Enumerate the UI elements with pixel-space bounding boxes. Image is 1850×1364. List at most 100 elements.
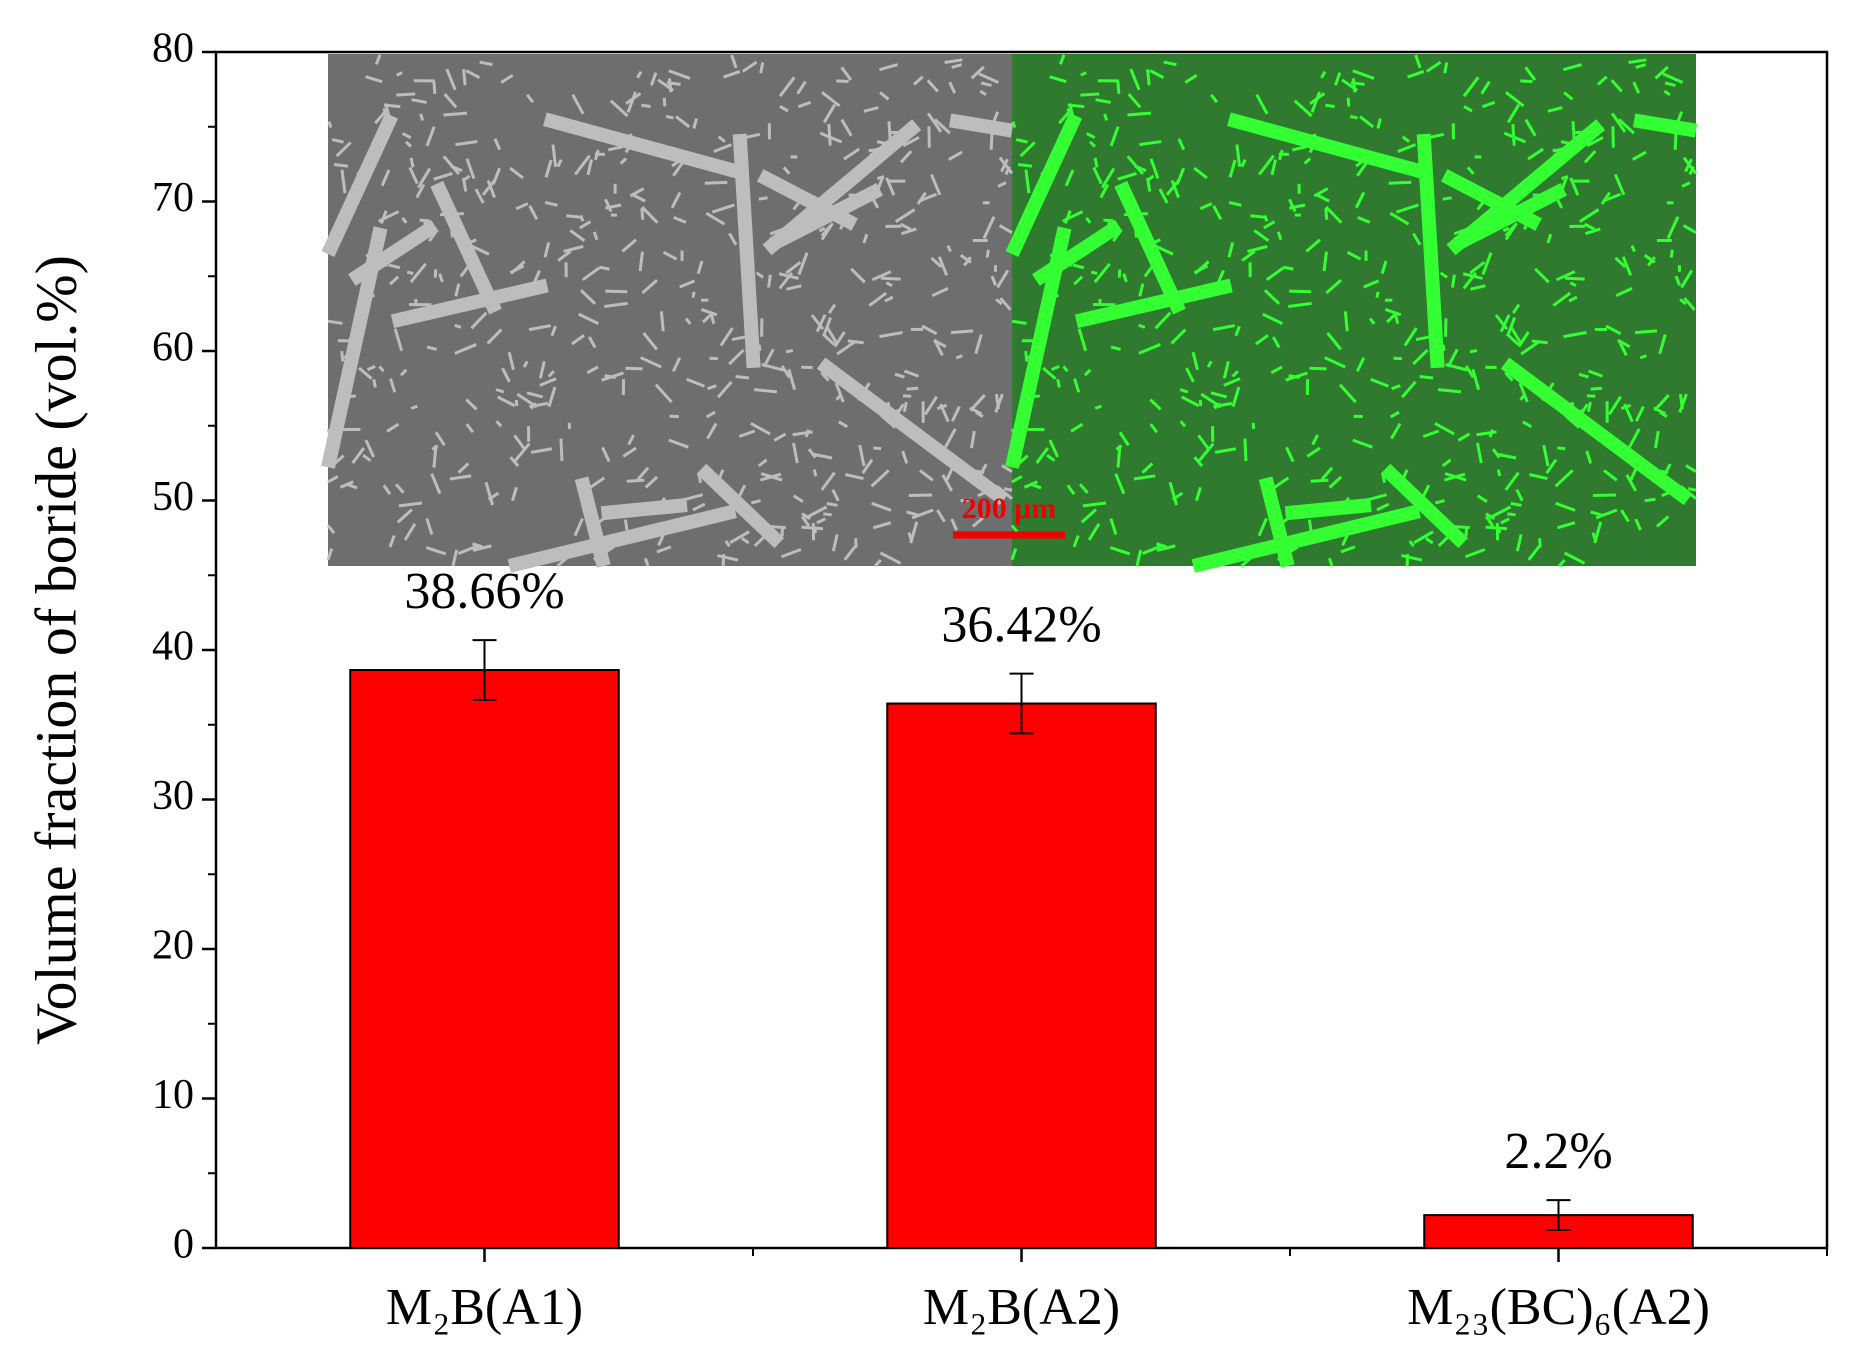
texture	[1199, 202, 1213, 211]
texture	[569, 229, 586, 242]
texture	[931, 287, 949, 298]
texture	[728, 232, 738, 246]
texture	[1518, 382, 1529, 403]
value-label: 38.66%	[404, 563, 564, 620]
texture	[1070, 422, 1084, 433]
texture	[462, 177, 468, 192]
texture	[1630, 244, 1636, 253]
texture	[1078, 483, 1089, 494]
texture	[989, 132, 994, 150]
texture	[1547, 106, 1563, 113]
texture	[879, 551, 902, 565]
texture	[1212, 324, 1236, 332]
texture	[787, 368, 797, 391]
texture	[1149, 423, 1159, 434]
texture	[380, 210, 388, 224]
texture	[827, 303, 837, 314]
texture	[1303, 157, 1312, 165]
texture	[372, 379, 377, 388]
needle	[1258, 476, 1295, 568]
texture	[657, 78, 675, 92]
texture	[433, 171, 453, 181]
texture	[916, 191, 927, 205]
texture	[1356, 160, 1369, 177]
texture	[1679, 298, 1687, 306]
texture	[810, 314, 825, 331]
texture	[1349, 114, 1358, 120]
texture	[526, 391, 544, 399]
texture	[501, 367, 511, 383]
texture	[1352, 69, 1375, 80]
texture	[1222, 360, 1230, 379]
texture	[717, 135, 726, 143]
texture	[1334, 72, 1342, 86]
texture	[431, 444, 439, 451]
texture	[1072, 534, 1080, 548]
texture	[1464, 548, 1486, 559]
texture	[1653, 430, 1660, 449]
texture	[1109, 126, 1120, 147]
texture	[827, 124, 832, 146]
texture	[327, 475, 339, 484]
texture	[1193, 166, 1208, 180]
x-tick-label: M₂B(A2)	[923, 1279, 1120, 1336]
texture	[1324, 356, 1346, 369]
texture	[1093, 262, 1111, 284]
texture	[1502, 226, 1510, 233]
texture	[1546, 233, 1553, 244]
texture	[641, 279, 659, 295]
texture	[1531, 339, 1548, 345]
texture	[389, 275, 400, 286]
texture	[1683, 297, 1696, 311]
texture	[1623, 403, 1634, 423]
texture	[872, 521, 892, 530]
texture	[1255, 93, 1269, 115]
texture	[1678, 393, 1688, 414]
needle	[1284, 498, 1372, 521]
texture	[978, 72, 1000, 84]
texture	[1600, 191, 1611, 205]
texture	[1507, 512, 1516, 517]
texture	[750, 499, 761, 505]
texture	[388, 263, 401, 270]
texture	[684, 317, 692, 325]
texture	[514, 399, 519, 407]
y-tick-label: 80	[152, 26, 194, 72]
texture	[438, 273, 444, 283]
texture	[778, 271, 794, 290]
y-tick-label: 70	[152, 175, 194, 221]
texture	[994, 393, 1004, 414]
texture	[1620, 509, 1630, 523]
texture	[1632, 81, 1641, 94]
texture	[1511, 124, 1516, 146]
texture	[979, 89, 987, 97]
texture	[1270, 159, 1277, 176]
texture	[443, 111, 468, 117]
texture	[1412, 232, 1422, 246]
texture	[1481, 252, 1493, 276]
texture	[592, 231, 599, 241]
texture	[813, 452, 833, 460]
texture	[1504, 222, 1518, 241]
texture	[758, 196, 768, 201]
texture	[457, 462, 470, 474]
texture	[432, 81, 437, 95]
texture	[785, 349, 794, 354]
texture	[1615, 287, 1633, 298]
texture	[873, 446, 882, 451]
needle	[1114, 180, 1186, 315]
texture	[1395, 203, 1419, 214]
texture	[1092, 166, 1103, 185]
texture	[840, 66, 853, 81]
texture	[831, 489, 840, 502]
texture	[1214, 447, 1237, 454]
texture	[1262, 312, 1283, 325]
texture	[801, 512, 812, 521]
texture	[409, 157, 415, 168]
texture	[951, 63, 963, 69]
texture	[1491, 448, 1501, 459]
texture	[1569, 281, 1577, 288]
texture	[1309, 366, 1327, 371]
texture	[547, 386, 557, 408]
texture	[511, 486, 518, 502]
